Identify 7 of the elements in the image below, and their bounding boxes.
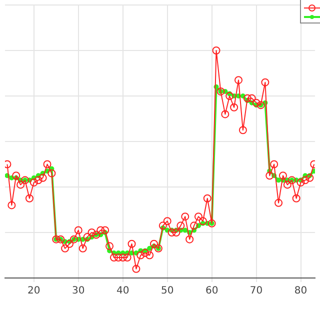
x-tick-label: 80 [294, 286, 308, 297]
x-tick-label: 40 [116, 286, 130, 297]
x-tick-label: 30 [72, 286, 85, 297]
x-tick-label: 50 [160, 286, 174, 297]
x-tick-label: 20 [28, 286, 40, 297]
x-tick-label: 70 [250, 286, 263, 297]
x-tick-label: 60 [205, 286, 218, 297]
